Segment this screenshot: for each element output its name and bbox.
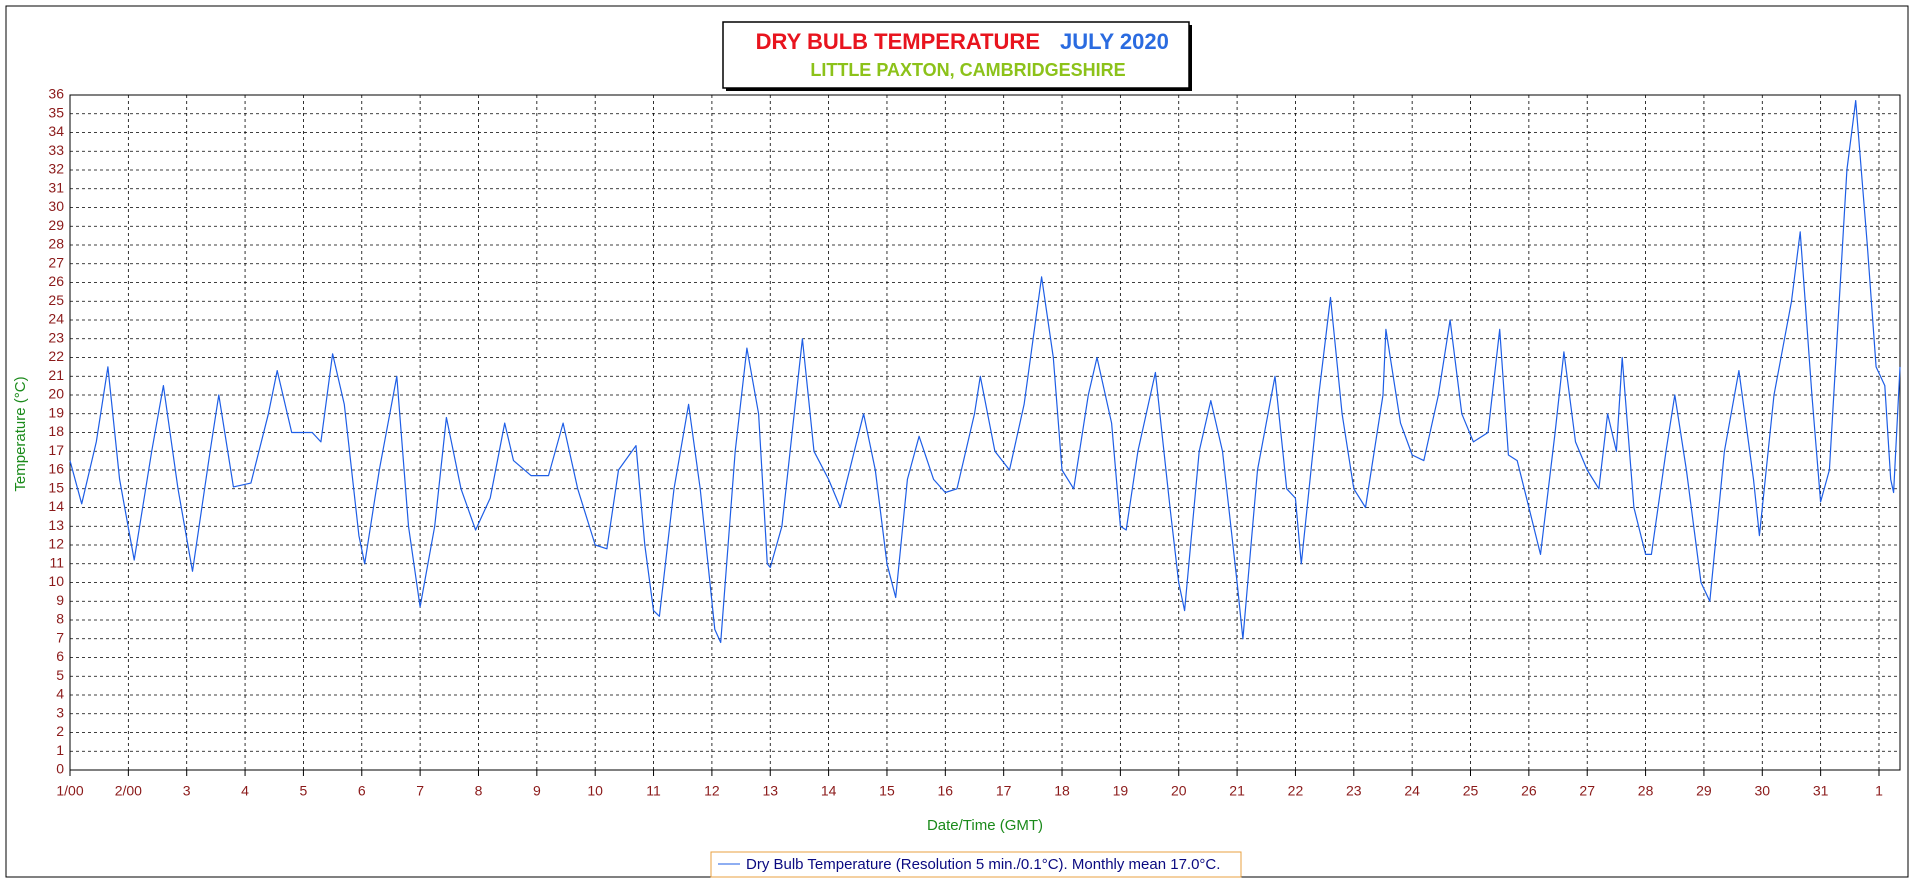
y-tick-label: 5: [56, 667, 64, 683]
y-tick-label: 9: [56, 592, 64, 608]
title-box: [722, 21, 1190, 89]
x-tick-label: 27: [1579, 783, 1595, 799]
x-tick-label: 29: [1696, 783, 1712, 799]
y-tick-label: 29: [48, 217, 64, 233]
y-tick-label: 16: [48, 461, 64, 477]
y-tick-label: 3: [56, 704, 64, 720]
x-tick-label: 16: [938, 783, 954, 799]
legend-label: Dry Bulb Temperature (Resolution 5 min./…: [746, 856, 1220, 873]
y-tick-label: 1: [56, 742, 64, 758]
y-tick-label: 17: [48, 442, 64, 458]
y-tick-label: 27: [48, 254, 64, 270]
x-tick-label: 11: [646, 783, 661, 799]
x-tick-label: 22: [1288, 783, 1304, 799]
y-tick-label: 36: [48, 86, 64, 102]
y-tick-label: 28: [48, 236, 64, 252]
x-tick-label: 18: [1054, 783, 1070, 799]
y-tick-label: 24: [48, 311, 64, 327]
x-tick-label: 12: [704, 783, 720, 799]
y-tick-label: 15: [48, 479, 64, 495]
y-tick-label: 25: [48, 292, 64, 308]
x-tick-label: 8: [475, 783, 483, 799]
x-tick-label: 23: [1346, 783, 1362, 799]
x-tick-label: 10: [587, 783, 603, 799]
y-tick-label: 4: [56, 686, 64, 702]
x-tick-label: 13: [762, 783, 778, 799]
x-tick-label: 4: [241, 783, 249, 799]
chart-subtitle: LITTLE PAXTON, CAMBRIDGESHIRE: [810, 60, 1125, 80]
x-tick-label: 31: [1813, 783, 1829, 799]
y-tick-label: 11: [49, 554, 64, 570]
y-axis-label: Temperature (°C): [12, 376, 29, 491]
x-tick-label: 25: [1463, 783, 1479, 799]
y-tick-label: 14: [48, 498, 64, 514]
y-tick-label: 18: [48, 423, 64, 439]
x-tick-label: 20: [1171, 783, 1187, 799]
x-tick-label: 26: [1521, 783, 1537, 799]
y-tick-label: 21: [48, 367, 64, 383]
y-tick-label: 0: [56, 761, 64, 777]
y-tick-label: 2: [56, 723, 64, 739]
y-tick-label: 6: [56, 648, 64, 664]
x-tick-label: 1/00: [56, 783, 83, 799]
data-line: [69, 100, 1901, 644]
x-tick-label: 3: [183, 783, 191, 799]
x-tick-label: 7: [416, 783, 424, 799]
x-tick-label: 28: [1638, 783, 1654, 799]
x-tick-label: 9: [533, 783, 541, 799]
y-tick-label: 20: [48, 386, 64, 402]
y-tick-label: 13: [48, 517, 64, 533]
frame: [5, 5, 1909, 878]
x-tick-label: 30: [1754, 783, 1770, 799]
y-tick-label: 7: [56, 629, 64, 645]
y-tick-label: 22: [48, 348, 64, 364]
x-tick-label: 6: [358, 783, 366, 799]
x-tick-label: 1: [1875, 783, 1883, 799]
y-tick-label: 34: [48, 123, 64, 139]
x-tick-label: 14: [821, 783, 837, 799]
x-axis-label: Date/Time (GMT): [927, 817, 1043, 834]
y-tick-label: 35: [48, 104, 64, 120]
x-tick-label: 21: [1229, 783, 1245, 799]
y-tick-label: 26: [48, 273, 64, 289]
plot-area: [69, 94, 1901, 771]
x-tick-label: 24: [1404, 783, 1420, 799]
y-tick-label: 33: [48, 142, 64, 158]
y-tick-label: 31: [48, 179, 64, 195]
y-tick-label: 23: [48, 329, 64, 345]
y-tick-label: 10: [48, 573, 64, 589]
y-tick-label: 19: [48, 404, 64, 420]
y-tick-label: 32: [48, 161, 64, 177]
chart-title: DRY BULB TEMPERATURE: [756, 29, 1040, 54]
x-tick-label: 2/00: [115, 783, 142, 799]
x-tick-label: 15: [879, 783, 895, 799]
x-tick-label: 5: [300, 783, 308, 799]
y-tick-label: 8: [56, 611, 64, 627]
legend-box: [710, 851, 1242, 878]
x-tick-label: 19: [1113, 783, 1129, 799]
x-tick-label: 17: [996, 783, 1012, 799]
y-tick-label: 30: [48, 198, 64, 214]
chart-title-period: JULY 2020: [1060, 29, 1169, 54]
y-tick-label: 12: [48, 536, 64, 552]
